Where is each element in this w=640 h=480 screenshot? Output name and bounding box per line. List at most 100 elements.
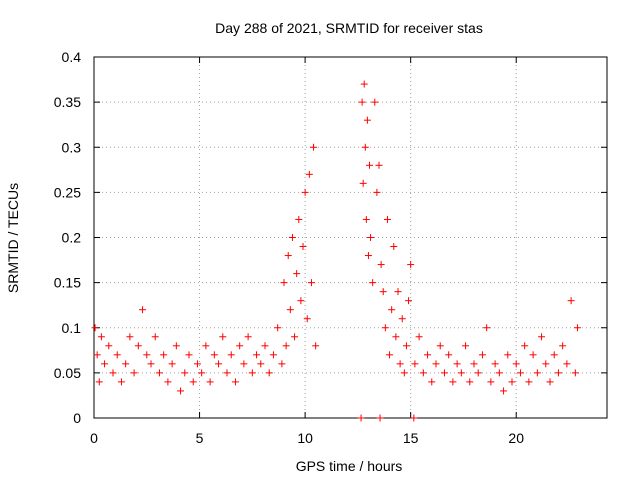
x-tick-label: 20 — [508, 430, 524, 446]
data-point — [269, 351, 277, 359]
x-tick-label: 15 — [403, 430, 419, 446]
data-point — [394, 288, 402, 296]
data-point — [402, 342, 410, 350]
data-point — [357, 414, 365, 422]
data-point — [155, 369, 163, 377]
data-point — [288, 234, 296, 241]
data-point — [126, 333, 134, 341]
data-point — [113, 351, 121, 359]
data-point — [487, 378, 495, 386]
data-point — [525, 378, 533, 386]
data-point — [529, 351, 537, 359]
data-point — [236, 342, 244, 350]
data-point — [143, 351, 151, 359]
y-tick-label: 0 — [73, 410, 81, 426]
data-point — [202, 342, 210, 350]
data-point — [398, 315, 406, 323]
data-point — [284, 252, 292, 260]
grid-lines — [94, 57, 607, 418]
data-point — [512, 360, 520, 368]
data-point — [364, 252, 372, 260]
data-point — [117, 378, 125, 386]
data-point — [185, 351, 193, 359]
data-point — [504, 351, 512, 359]
data-point — [151, 333, 159, 341]
data-point — [436, 342, 444, 350]
data-point — [457, 369, 465, 377]
y-tick-label: 0.25 — [54, 184, 81, 200]
y-tick-label: 0.2 — [62, 230, 82, 246]
data-point — [369, 279, 377, 287]
data-point — [521, 342, 529, 350]
data-point — [470, 360, 478, 368]
data-point — [93, 351, 101, 359]
data-point — [428, 378, 436, 386]
data-point — [307, 279, 315, 287]
data-point — [305, 170, 313, 178]
data-point — [301, 188, 309, 196]
data-point — [381, 324, 389, 332]
data-point — [474, 369, 482, 377]
data-point — [181, 369, 189, 377]
y-tick-label: 0.15 — [54, 275, 81, 291]
x-tick-label: 5 — [196, 430, 204, 446]
data-point — [432, 360, 440, 368]
data-point — [376, 414, 384, 422]
data-point — [139, 306, 147, 314]
data-point — [379, 288, 387, 296]
data-point — [411, 360, 419, 368]
data-point — [210, 351, 218, 359]
data-point — [396, 360, 404, 368]
data-point — [303, 315, 311, 323]
x-tick-label: 10 — [297, 430, 313, 446]
data-point — [359, 179, 367, 187]
data-point — [392, 333, 400, 341]
data-point — [147, 360, 155, 368]
data-point — [248, 369, 256, 377]
y-tick-label: 0.1 — [62, 320, 82, 336]
data-point — [168, 360, 176, 368]
data-point — [466, 378, 474, 386]
data-point — [291, 333, 299, 341]
data-point — [362, 215, 370, 223]
data-point — [97, 333, 105, 341]
data-point — [312, 342, 320, 350]
data-point — [286, 306, 294, 314]
data-point — [533, 369, 541, 377]
data-point — [361, 143, 369, 151]
data-point — [407, 261, 415, 269]
data-point — [295, 215, 303, 223]
data-point — [172, 342, 180, 350]
data-point — [400, 369, 408, 377]
y-tick-label: 0.3 — [62, 139, 82, 155]
data-point — [415, 333, 423, 341]
data-points — [91, 80, 581, 422]
data-point — [280, 279, 288, 287]
data-point — [278, 360, 286, 368]
data-point — [500, 387, 508, 395]
data-point — [122, 360, 130, 368]
data-point — [495, 369, 503, 377]
data-point — [215, 360, 223, 368]
data-point — [240, 360, 248, 368]
data-point — [244, 333, 252, 341]
data-point — [405, 297, 413, 305]
data-point — [231, 378, 239, 386]
y-axis-label: SRMTID / TECUs — [5, 183, 21, 293]
data-point — [375, 161, 383, 169]
data-point — [265, 369, 273, 377]
data-point — [105, 342, 113, 350]
data-point — [134, 342, 142, 350]
data-point — [363, 116, 371, 124]
data-point — [542, 360, 550, 368]
data-point — [367, 234, 375, 241]
data-point — [440, 369, 448, 377]
chart-title: Day 288 of 2021, SRMTID for receiver sta… — [215, 20, 483, 36]
x-tick-label: 0 — [90, 430, 98, 446]
data-point — [310, 143, 318, 151]
data-point — [95, 378, 103, 386]
data-point — [491, 360, 499, 368]
data-point — [462, 342, 470, 350]
data-point — [91, 324, 99, 332]
data-point — [261, 342, 269, 350]
